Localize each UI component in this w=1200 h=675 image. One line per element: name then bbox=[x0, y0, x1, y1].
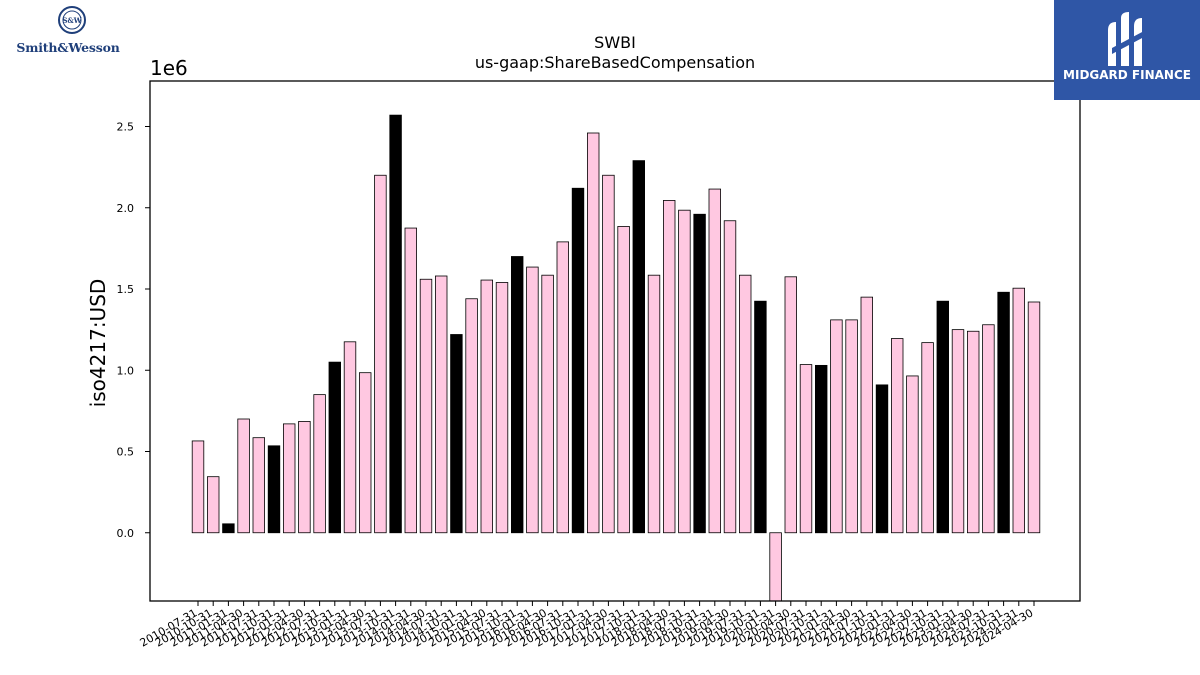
bar bbox=[936, 300, 950, 534]
bar bbox=[328, 361, 342, 534]
bar bbox=[678, 209, 691, 534]
bar bbox=[921, 342, 934, 534]
bar bbox=[556, 241, 570, 534]
bar bbox=[419, 278, 433, 534]
bar bbox=[510, 256, 524, 534]
bar bbox=[799, 364, 813, 534]
bar bbox=[358, 372, 372, 534]
bar bbox=[739, 274, 752, 534]
chart-title: SWBI bbox=[594, 33, 636, 52]
bar bbox=[632, 160, 646, 534]
bar bbox=[526, 266, 539, 534]
bar bbox=[252, 437, 266, 534]
bar bbox=[617, 226, 630, 534]
bar bbox=[967, 330, 980, 534]
bar bbox=[647, 274, 661, 534]
y-tick-label: 2.5 bbox=[117, 121, 135, 134]
y-tick-label: 1.0 bbox=[117, 364, 135, 377]
bar bbox=[480, 279, 494, 534]
bar bbox=[815, 364, 828, 534]
bar bbox=[465, 298, 478, 534]
bar bbox=[723, 220, 737, 534]
y-tick-label: 2.0 bbox=[117, 202, 135, 215]
bar bbox=[708, 188, 722, 534]
bar bbox=[541, 274, 554, 534]
bar bbox=[769, 532, 782, 602]
bar bbox=[404, 227, 418, 534]
smith-wesson-emblem-icon: S&W bbox=[58, 6, 86, 34]
midgard-finance-wordmark: MIDGARD FINANCE bbox=[1063, 68, 1191, 82]
bar bbox=[1027, 301, 1041, 534]
bar bbox=[1012, 287, 1026, 534]
midgard-finance-logo: MIDGARD FINANCE bbox=[1054, 0, 1200, 100]
bar bbox=[434, 275, 448, 534]
bar bbox=[784, 276, 798, 534]
plot-frame bbox=[149, 80, 1081, 602]
bar bbox=[602, 174, 615, 534]
bar bbox=[206, 476, 220, 534]
bar bbox=[389, 114, 402, 534]
bar bbox=[282, 423, 296, 534]
bar bbox=[693, 213, 706, 534]
bar bbox=[374, 174, 387, 534]
bar bbox=[982, 324, 995, 534]
chart-subtitle: us-gaap:ShareBasedCompensation bbox=[475, 53, 755, 72]
bars-group bbox=[191, 114, 1041, 602]
bar bbox=[891, 338, 904, 534]
bar bbox=[860, 296, 874, 534]
y-axis-ticks: 0.0 0.5 1.0 1.5 2.0 2.5 bbox=[117, 121, 150, 540]
bar bbox=[587, 132, 600, 534]
bar bbox=[663, 200, 676, 534]
bar bbox=[495, 282, 509, 534]
y-tick-label: 1.5 bbox=[117, 283, 135, 296]
bar bbox=[267, 445, 281, 534]
bar bbox=[222, 523, 235, 534]
smith-wesson-logo: S&W Smith&Wesson bbox=[8, 6, 128, 56]
bar bbox=[571, 187, 585, 534]
bar bbox=[313, 394, 326, 534]
bar bbox=[951, 329, 965, 534]
y-tick-label: 0.5 bbox=[117, 446, 135, 459]
bar bbox=[191, 440, 205, 534]
bar bbox=[450, 334, 463, 534]
bar bbox=[343, 341, 357, 534]
bar bbox=[997, 291, 1010, 534]
y-tick-label: 0.0 bbox=[117, 527, 135, 540]
bar bbox=[830, 319, 843, 534]
smith-wesson-wordmark: Smith&Wesson bbox=[16, 40, 120, 55]
bar bbox=[845, 319, 858, 534]
x-axis-ticks: 2010-07-312010-10-312011-01-312011-04-30… bbox=[138, 601, 1036, 650]
midgard-finance-emblem-icon bbox=[1108, 12, 1146, 66]
y-axis-offset-label: 1e6 bbox=[150, 56, 188, 80]
emblem-text: S&W bbox=[62, 16, 81, 25]
bar bbox=[298, 421, 311, 534]
bar bbox=[906, 375, 919, 534]
bar bbox=[237, 418, 250, 534]
bar bbox=[875, 384, 889, 534]
y-axis-label: iso4217:USD bbox=[86, 279, 110, 408]
bar bbox=[754, 300, 767, 534]
